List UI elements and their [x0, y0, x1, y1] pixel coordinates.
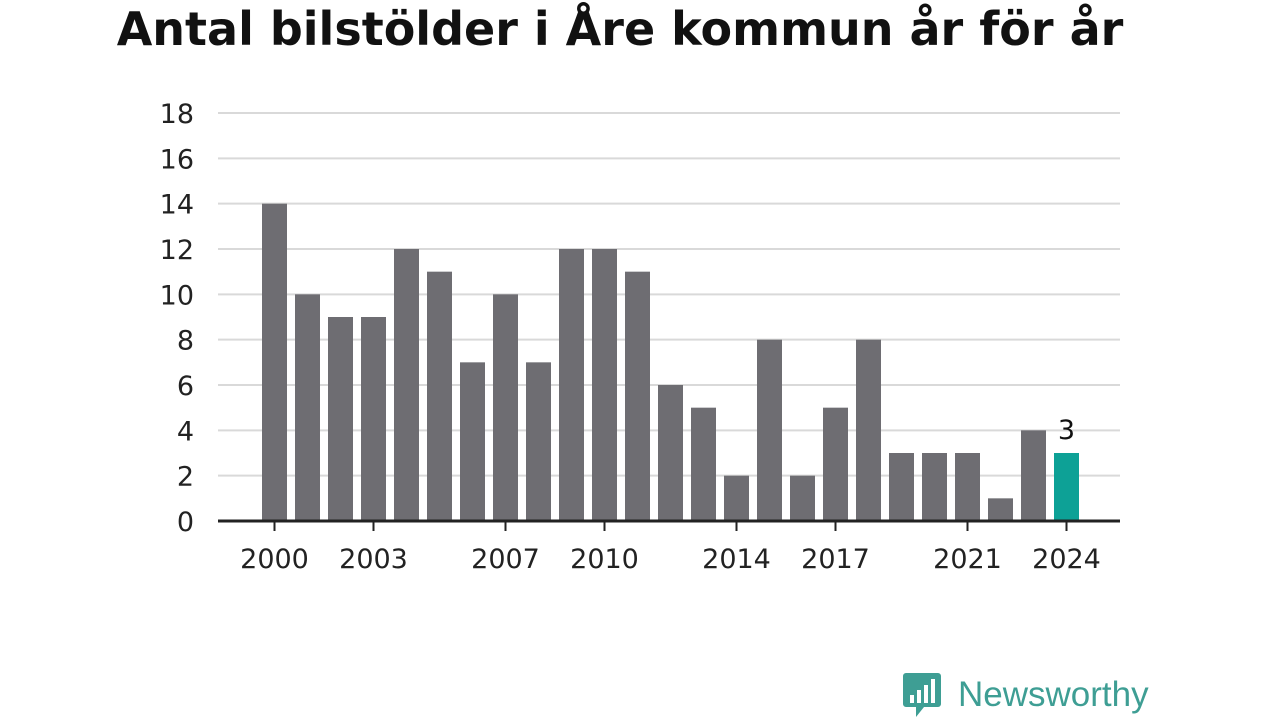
newsworthy-logo: Newsworthy: [902, 670, 1149, 720]
chart-title: Antal bilstölder i Åre kommun år för år: [116, 2, 1124, 56]
x-tick-label: 2014: [702, 544, 771, 575]
bar-2014: [724, 475, 749, 521]
bar-2001: [295, 294, 320, 521]
bar-2012: [658, 385, 683, 521]
y-tick-label: 12: [160, 235, 194, 266]
y-tick-label: 16: [160, 144, 194, 175]
bar-2018: [856, 339, 881, 521]
y-tick-label: 2: [177, 462, 194, 493]
bar-2000: [262, 203, 287, 521]
value-label: 3: [1058, 415, 1075, 446]
x-tick-label: 2024: [1032, 544, 1101, 575]
x-tick-label: 2010: [570, 544, 639, 575]
value-labels: 3: [1058, 415, 1075, 446]
x-tick-label: 2000: [240, 544, 309, 575]
bar-2021: [955, 453, 980, 521]
bars: [262, 203, 1079, 521]
bar-2017: [823, 407, 848, 521]
bar-2002: [328, 317, 353, 521]
y-tick-label: 14: [160, 190, 194, 221]
bar-2023: [1021, 430, 1046, 521]
newsworthy-bar-chart-icon: [903, 673, 941, 717]
x-tick-label: 2007: [471, 544, 540, 575]
x-tick-label: 2017: [801, 544, 870, 575]
bar-2010: [592, 249, 617, 521]
y-axis-ticks: 0 2 4 6 8 10 12 14 16 18: [160, 99, 194, 538]
bar-2020: [922, 453, 947, 521]
bar-2015: [757, 339, 782, 521]
x-tick-label: 2003: [339, 544, 408, 575]
bar-2008: [526, 362, 551, 521]
y-tick-label: 0: [177, 507, 194, 538]
bar-2007: [493, 294, 518, 521]
bar-2022: [988, 498, 1013, 521]
y-tick-label: 4: [177, 416, 194, 447]
bar-2009: [559, 249, 584, 521]
y-tick-label: 8: [177, 326, 194, 357]
bar-2006: [460, 362, 485, 521]
bar-2016: [790, 475, 815, 521]
bar-2019: [889, 453, 914, 521]
x-tick-label: 2021: [933, 544, 1002, 575]
y-tick-label: 10: [160, 280, 194, 311]
bar-2003: [361, 317, 386, 521]
bar-2024: [1054, 453, 1079, 521]
y-tick-label: 18: [160, 99, 194, 130]
x-axis-ticks: 2000 2003 2007 2010 2014 2017 2021 2024: [240, 521, 1101, 575]
bar-2004: [394, 249, 419, 521]
y-tick-label: 6: [177, 371, 194, 402]
bar-2005: [427, 271, 452, 521]
logo-text: Newsworthy: [958, 675, 1149, 714]
bar-2011: [625, 271, 650, 521]
bar-2013: [691, 407, 716, 521]
